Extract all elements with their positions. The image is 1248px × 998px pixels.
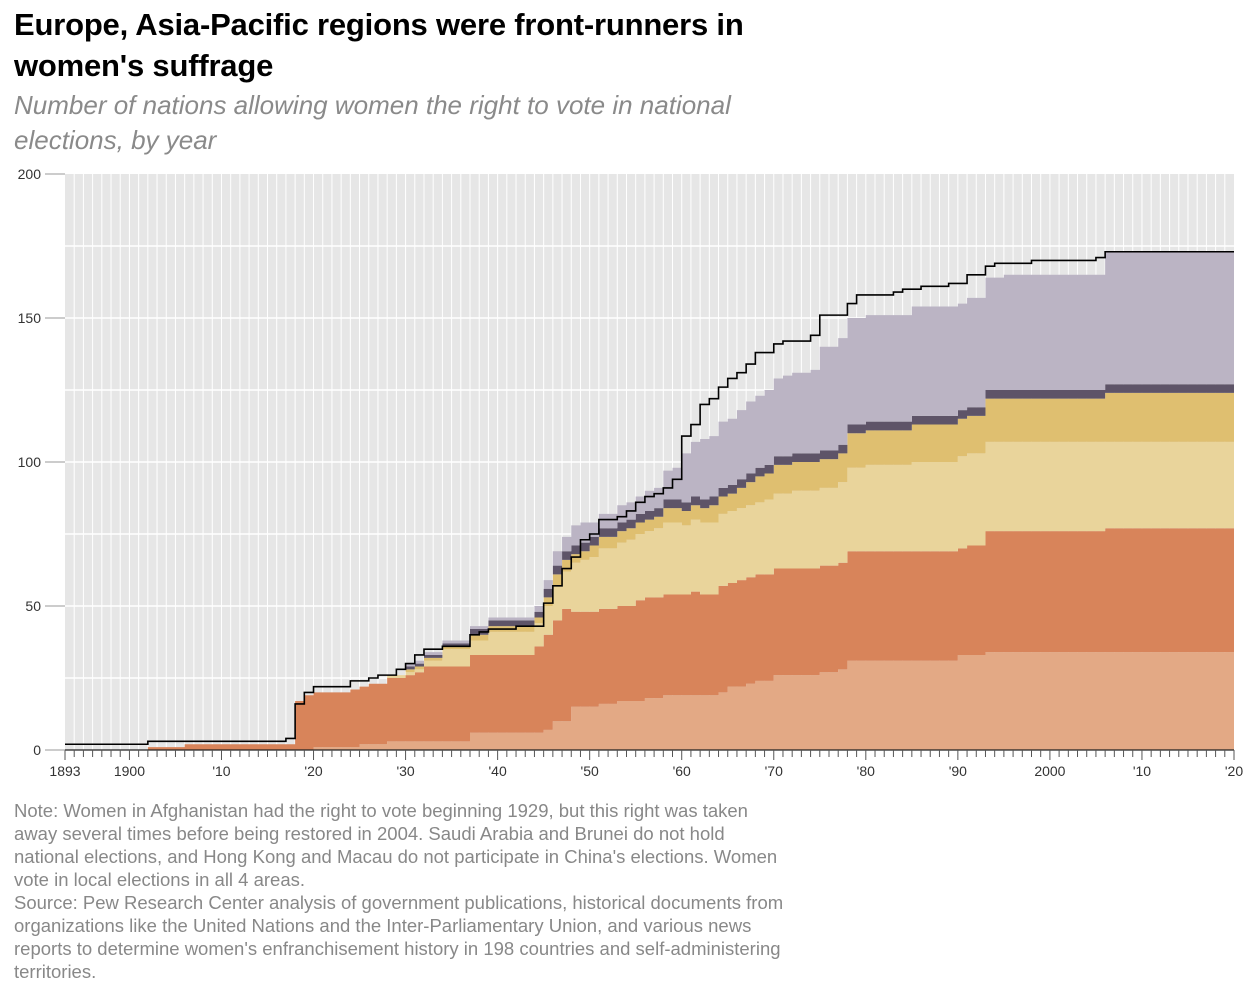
x-tick-label: '70 [765, 763, 783, 779]
series-area-4 [65, 392, 1234, 750]
series-area-1 [65, 652, 1234, 750]
chart-subtitle: Number of nations allowing women the rig… [14, 90, 731, 155]
series-group [65, 251, 1234, 750]
stacked-area-chart: 1893 1900'10'20'30'40'50'60'70'80'90 2000 '… [18, 166, 1244, 779]
x-tick-label: '30 [396, 763, 414, 779]
series-area-3 [65, 441, 1234, 750]
y-tick-label: 0 [33, 742, 41, 758]
x-tick-label: '10 [212, 763, 230, 779]
footer: Note: Women in Afghanistan had the right… [14, 799, 794, 983]
x-tick-label: '50 [581, 763, 599, 779]
series-area-2 [65, 528, 1234, 750]
x-tick-label: 2000 [1034, 763, 1065, 779]
x-tick-label: '10 [1133, 763, 1151, 779]
x-tick-label: '40 [488, 763, 506, 779]
y-tick-label: 150 [18, 310, 42, 326]
total-line [65, 250, 1234, 746]
y-tick-label: 50 [25, 598, 41, 614]
series-area-6 [65, 251, 1234, 750]
y-tick-label: 100 [18, 454, 42, 470]
y-tick-label: 200 [18, 166, 42, 182]
chart-title: Europe, Asia-Pacific regions were front-… [14, 7, 744, 83]
source-text: Source: Pew Research Center analysis of … [14, 892, 784, 982]
x-tick-label: '20 [304, 763, 322, 779]
x-tick-label: '20 [1225, 763, 1243, 779]
axes-group: 1893 1900'10'20'30'40'50'60'70'80'90 2000 '… [18, 166, 1244, 779]
x-tick-label: 1893 [49, 763, 80, 779]
x-tick-label: '90 [949, 763, 967, 779]
x-tick-label: '60 [673, 763, 691, 779]
total-line-group [65, 250, 1234, 746]
x-tick-label: 1900 [114, 763, 145, 779]
x-tick-label: '80 [857, 763, 875, 779]
note-text: Note: Women in Afghanistan had the right… [14, 800, 778, 890]
